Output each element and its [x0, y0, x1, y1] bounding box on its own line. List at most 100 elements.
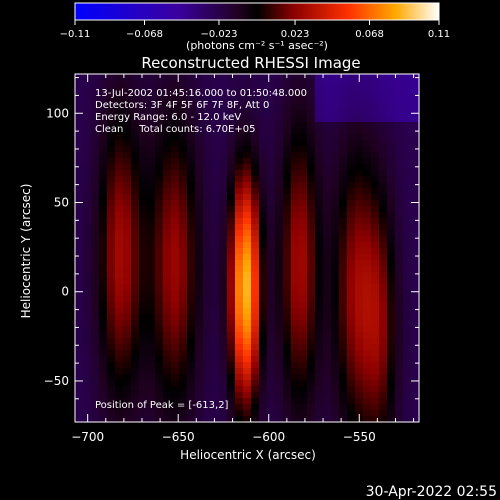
heatmap-cell — [267, 380, 276, 387]
heatmap-cell — [171, 302, 180, 309]
heatmap-cell — [99, 98, 108, 105]
heatmap-cell — [355, 254, 364, 261]
heatmap-cell — [123, 314, 132, 321]
heatmap-cell — [91, 338, 100, 345]
heatmap-cell — [403, 248, 412, 255]
heatmap-cell — [371, 170, 380, 177]
heatmap-cell — [139, 320, 148, 327]
heatmap-cell — [115, 254, 124, 261]
heatmap-cell — [203, 230, 212, 237]
heatmap-cell — [315, 398, 324, 405]
heatmap-cell — [299, 350, 308, 357]
heatmap-cell — [163, 98, 172, 105]
heatmap-cell — [219, 86, 228, 93]
heatmap-cell — [283, 116, 292, 123]
heatmap-cell — [203, 98, 212, 105]
heatmap-cell — [259, 278, 268, 285]
heatmap-cell — [299, 380, 308, 387]
heatmap-cell — [307, 404, 316, 411]
heatmap-cell — [123, 98, 132, 105]
heatmap-cell — [187, 152, 196, 159]
heatmap-cell — [75, 374, 84, 381]
heatmap-cell — [291, 386, 300, 393]
heatmap-cell — [99, 416, 108, 423]
heatmap-cell — [291, 308, 300, 315]
heatmap-cell — [123, 326, 132, 333]
heatmap-cell — [251, 416, 260, 423]
heatmap-cell — [259, 284, 268, 291]
x-tick-label: −550 — [343, 430, 376, 444]
heatmap-cell — [307, 122, 316, 129]
heatmap-cell — [355, 302, 364, 309]
heatmap-cell — [227, 248, 236, 255]
heatmap-cell — [203, 386, 212, 393]
heatmap-cell — [91, 194, 100, 201]
heatmap-cell — [147, 242, 156, 249]
heatmap-cell — [371, 116, 380, 123]
heatmap-cell — [411, 152, 420, 159]
heatmap-cell — [387, 128, 396, 135]
heatmap-cell — [179, 254, 188, 261]
heatmap-cell — [187, 206, 196, 213]
heatmap-cell — [259, 236, 268, 243]
heatmap-cell — [411, 248, 420, 255]
heatmap-cell — [371, 392, 380, 399]
heatmap-cell — [83, 326, 92, 333]
heatmap-cell — [371, 260, 380, 267]
heatmap-cell — [123, 188, 132, 195]
heatmap-cell — [147, 206, 156, 213]
heatmap-cell — [99, 170, 108, 177]
heatmap-cell — [395, 200, 404, 207]
heatmap-cell — [363, 230, 372, 237]
heatmap-cell — [315, 326, 324, 333]
heatmap-cell — [323, 92, 332, 99]
heatmap-cell — [219, 92, 228, 99]
heatmap-cell — [275, 122, 284, 129]
heatmap-cell — [91, 200, 100, 207]
heatmap-cell — [107, 314, 116, 321]
heatmap-cell — [227, 230, 236, 237]
heatmap-cell — [371, 110, 380, 117]
heatmap-cell — [275, 356, 284, 363]
heatmap-cell — [171, 248, 180, 255]
heatmap-cell — [227, 356, 236, 363]
heatmap-cell — [307, 224, 316, 231]
heatmap-cell — [251, 356, 260, 363]
heatmap-cell — [331, 374, 340, 381]
heatmap-cell — [107, 182, 116, 189]
heatmap-cell — [139, 380, 148, 387]
heatmap-cell — [403, 164, 412, 171]
heatmap-cell — [91, 176, 100, 183]
heatmap-cell — [219, 266, 228, 273]
heatmap-cell — [355, 182, 364, 189]
heatmap-cell — [331, 368, 340, 375]
heatmap-cell — [227, 182, 236, 189]
heatmap-cell — [355, 284, 364, 291]
heatmap-cell — [307, 326, 316, 333]
heatmap-cell — [371, 98, 380, 105]
heatmap-cell — [171, 176, 180, 183]
heatmap-cell — [395, 410, 404, 417]
heatmap-cell — [379, 230, 388, 237]
heatmap-cell — [211, 212, 220, 219]
heatmap-cell — [171, 260, 180, 267]
heatmap-cell — [363, 374, 372, 381]
heatmap-cell — [147, 308, 156, 315]
heatmap-cell — [347, 140, 356, 147]
heatmap-cell — [299, 134, 308, 141]
heatmap-cell — [315, 266, 324, 273]
heatmap-cell — [131, 80, 140, 87]
heatmap-cell — [251, 224, 260, 231]
heatmap-cell — [315, 140, 324, 147]
heatmap-cell — [259, 254, 268, 261]
heatmap-cell — [315, 290, 324, 297]
heatmap-cell — [283, 134, 292, 141]
heatmap-cell — [315, 116, 324, 123]
heatmap-cell — [155, 242, 164, 249]
heatmap-cell — [275, 266, 284, 273]
heatmap-cell — [147, 146, 156, 153]
heatmap-cell — [203, 260, 212, 267]
heatmap-cell — [371, 254, 380, 261]
heatmap-cell — [403, 398, 412, 405]
heatmap-cell — [115, 356, 124, 363]
